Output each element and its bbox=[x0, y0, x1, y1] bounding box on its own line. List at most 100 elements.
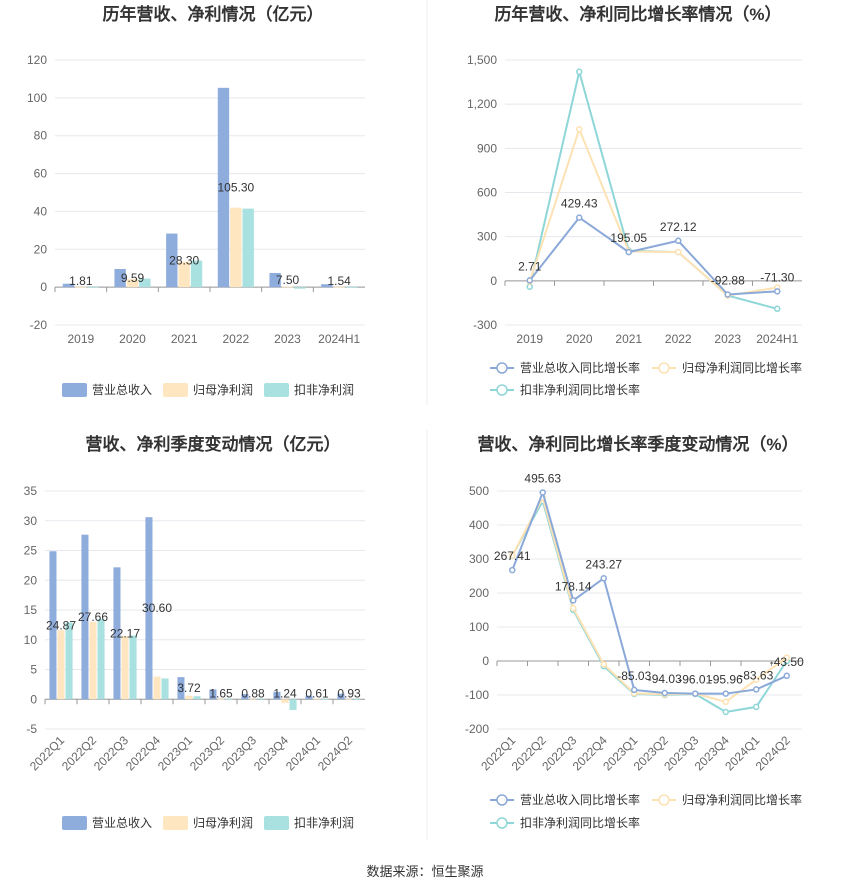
bar-net-profit bbox=[281, 699, 289, 703]
legend-label: 归母净利润同比增长率 bbox=[682, 360, 802, 375]
x-tick-label: 2024Q2 bbox=[753, 733, 793, 773]
y-tick-label: 35 bbox=[24, 484, 38, 498]
data-point bbox=[661, 689, 668, 697]
bar-net-profit bbox=[121, 636, 129, 700]
bar-net-profit bbox=[333, 286, 345, 288]
data-point bbox=[675, 237, 682, 245]
data-label: 272.12 bbox=[660, 220, 697, 234]
x-tick-label: 2019 bbox=[67, 332, 94, 346]
legend-marker bbox=[496, 384, 508, 396]
legend-label: 营业总收入同比增长率 bbox=[520, 360, 640, 375]
data-label: 195.05 bbox=[610, 231, 647, 245]
bar-net-profit bbox=[57, 630, 65, 700]
x-tick-label: 2021 bbox=[615, 332, 642, 346]
data-point bbox=[576, 68, 583, 76]
bar-deducted-profit bbox=[190, 260, 203, 288]
bar-deducted-profit bbox=[353, 699, 361, 700]
legend-marker bbox=[658, 362, 670, 374]
bar-deducted-profit bbox=[225, 698, 233, 700]
data-point bbox=[509, 566, 516, 574]
data-point bbox=[570, 605, 577, 612]
data-label: 495.63 bbox=[524, 471, 561, 485]
bar-deducted-profit bbox=[321, 698, 329, 700]
bar-deducted-profit bbox=[65, 622, 73, 700]
data-label: 1.81 bbox=[69, 274, 93, 288]
legend-marker bbox=[496, 794, 508, 806]
legend-swatch bbox=[264, 816, 289, 830]
legend-label: 归母净利润同比增长率 bbox=[682, 792, 802, 807]
legend-swatch bbox=[163, 383, 188, 397]
y-tick-label: -300 bbox=[473, 318, 497, 332]
bar-net-profit bbox=[249, 699, 257, 701]
y-tick-label: 500 bbox=[469, 484, 489, 498]
legend-swatch bbox=[62, 816, 87, 830]
data-label: 105.30 bbox=[217, 180, 254, 194]
bar-deducted-profit bbox=[97, 618, 105, 700]
bar-revenue bbox=[305, 695, 313, 700]
legend-label: 归母净利润 bbox=[193, 383, 253, 397]
y-tick-label: 600 bbox=[477, 186, 497, 200]
data-label: 28.30 bbox=[169, 253, 199, 267]
y-tick-label: 0 bbox=[490, 274, 497, 288]
x-tick-label: 2020 bbox=[119, 332, 146, 346]
bar-deducted-profit bbox=[139, 278, 151, 288]
x-tick-label: 2024H1 bbox=[756, 332, 798, 346]
data-label: 0.93 bbox=[337, 686, 361, 700]
data-label: -83.63 bbox=[739, 668, 773, 682]
data-label: 0.88 bbox=[241, 686, 265, 700]
data-label: 178.14 bbox=[555, 579, 592, 593]
bar-net-profit bbox=[185, 695, 193, 700]
chart-title: 历年营收、净利情况（亿元） bbox=[103, 4, 324, 24]
bar-deducted-profit bbox=[87, 286, 99, 288]
data-label: 0.61 bbox=[305, 686, 329, 700]
x-tick-label: 2022 bbox=[222, 332, 249, 346]
y-tick-label: 80 bbox=[34, 129, 48, 143]
series-line-1 bbox=[528, 126, 778, 297]
y-tick-label: 0 bbox=[482, 654, 489, 668]
data-label: -92.88 bbox=[711, 274, 745, 288]
bar-revenue bbox=[321, 284, 333, 288]
data-label: 1.24 bbox=[273, 686, 297, 700]
bar-revenue bbox=[62, 283, 75, 288]
data-point bbox=[722, 690, 729, 697]
y-tick-label: 25 bbox=[24, 544, 38, 558]
bar-deducted-profit bbox=[289, 699, 297, 710]
data-point bbox=[631, 686, 638, 694]
data-point bbox=[774, 288, 781, 295]
y-tick-label: -5 bbox=[26, 722, 37, 736]
y-tick-label: 200 bbox=[469, 586, 489, 600]
data-point bbox=[526, 277, 533, 284]
data-point bbox=[539, 489, 546, 496]
bar-net-profit bbox=[89, 621, 97, 700]
data-label: -94.03 bbox=[648, 672, 682, 686]
bar-revenue bbox=[177, 677, 185, 700]
data-point bbox=[783, 672, 790, 680]
x-tick-label: 2022Q4 bbox=[123, 733, 163, 773]
bar-revenue bbox=[269, 272, 281, 288]
data-label: 24.87 bbox=[46, 618, 76, 632]
quarterly-revenue-profit-chart: 营收、净利季度变动情况（亿元）-5051015202530352022Q1202… bbox=[24, 434, 365, 830]
bar-revenue bbox=[209, 689, 217, 700]
data-point bbox=[570, 597, 577, 604]
bar-deducted-profit bbox=[161, 678, 169, 700]
bar-net-profit bbox=[178, 261, 190, 288]
data-label: 1.65 bbox=[209, 686, 233, 700]
y-tick-label: 60 bbox=[34, 167, 48, 181]
x-tick-label: 2024Q1 bbox=[283, 733, 323, 773]
quarterly-growth-rate-chart: 营收、净利同比增长率季度变动情况（%） -200 -100 0 100 200 300 400… bbox=[465, 434, 804, 830]
data-label: 3.72 bbox=[177, 681, 201, 695]
bar-deducted-profit bbox=[193, 696, 201, 700]
data-point bbox=[509, 552, 516, 559]
y-tick-label: 1,500 bbox=[467, 53, 497, 67]
x-tick-label: 2020 bbox=[566, 332, 593, 346]
legend-swatch bbox=[163, 816, 188, 830]
x-tick-label: 2022Q2 bbox=[59, 733, 99, 773]
x-tick-label: 2023Q3 bbox=[219, 733, 259, 773]
data-label: -85.03 bbox=[617, 669, 651, 683]
bar-net-profit bbox=[230, 207, 242, 288]
y-tick-label: 400 bbox=[469, 518, 489, 532]
legend-label: 营业总收入 bbox=[92, 383, 152, 397]
chart-title: 营收、净利季度变动情况（亿元） bbox=[86, 434, 341, 454]
data-label: -43.50 bbox=[770, 655, 804, 669]
bar-revenue bbox=[145, 517, 153, 700]
